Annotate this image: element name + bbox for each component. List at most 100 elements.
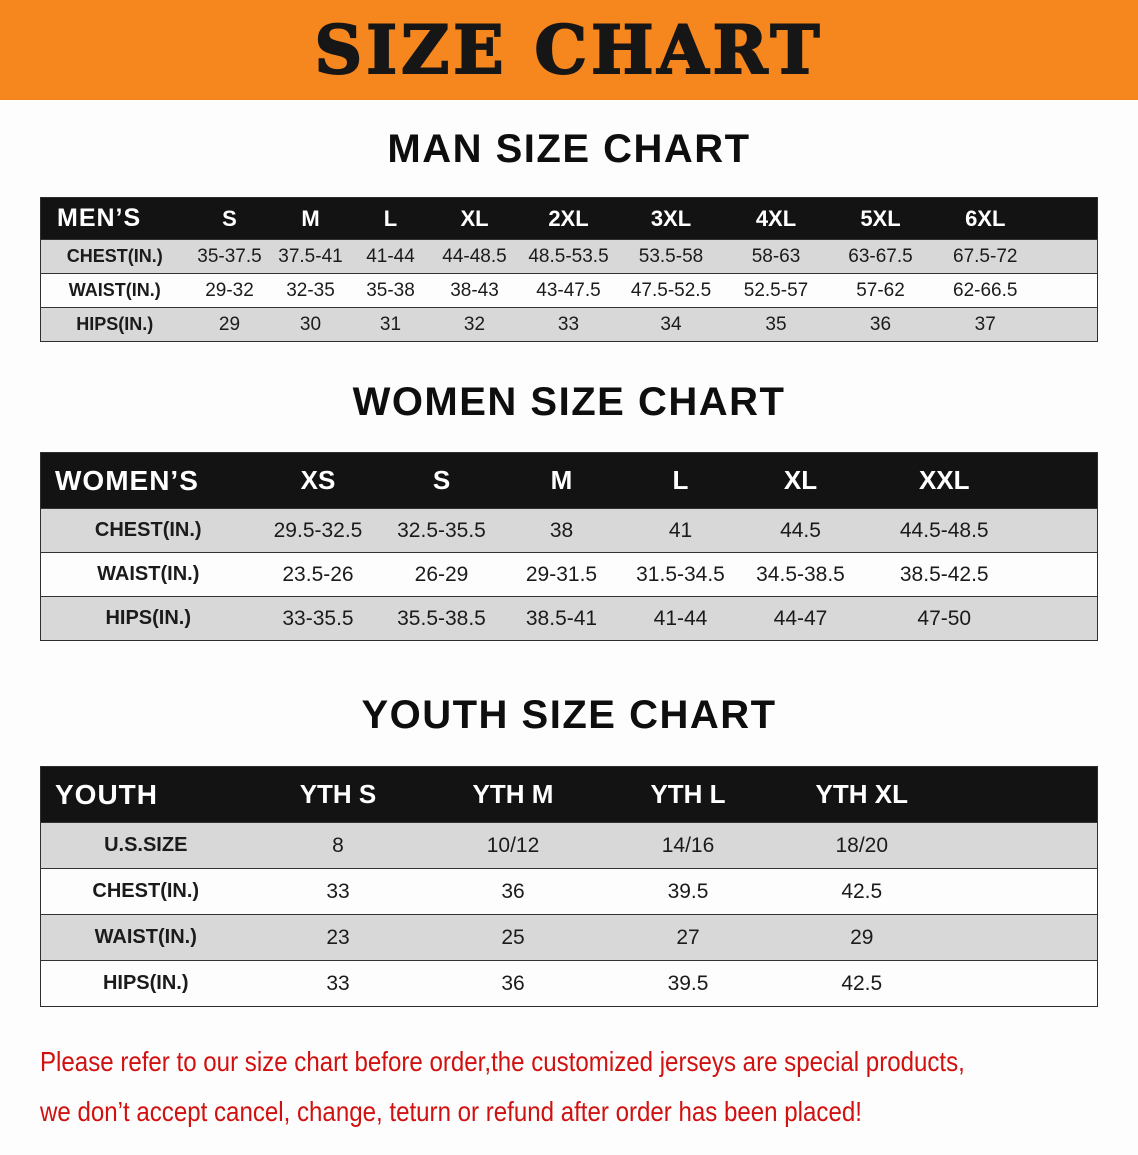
value-cell: 32-35 [286,279,335,301]
row-label-cell: HIPS(IN.) [76,314,154,334]
value-cell: 29-31.5 [525,562,598,586]
size-header-cell: YTH XL [775,766,1098,823]
row-label-cell: HIPS(IN.) [105,607,192,629]
value-cell: 58-63 [751,245,801,267]
row-label-cell: WAIST(IN.) [97,563,200,585]
value-cell: 33-35.5 [282,606,354,630]
value-cell: 48.5-53.5 [528,245,609,267]
size-chart-banner: SIZE CHART [0,0,1138,100]
table-row: HIPS(IN.) 33 36 39.5 42.5 [40,960,1098,1007]
value-cell: 42.5 [841,879,883,903]
value-cell: 35 [765,313,787,335]
row-label-cell: HIPS(IN.) [102,972,189,994]
row-label-cell: CHEST(IN.) [94,519,202,541]
value-cell: 33 [557,313,580,335]
banner-title: SIZE CHART [314,11,824,89]
table-row: U.S.SIZE 8 10/12 14/16 18/20 [40,822,1098,869]
value-cell: 18/20 [835,833,889,857]
size-header-cell: L [620,452,741,509]
value-cell: 38-43 [450,279,499,301]
value-cell: 41 [668,518,693,542]
value-cell: 41-44 [366,245,415,267]
value-cell: 36 [501,879,525,903]
value-cell: 67.5-72 [953,245,1018,267]
disclaimer: Please refer to our size chart before or… [40,1037,1138,1137]
women-section: WOMEN SIZE CHART WOMEN’S XS S M L XL XXL CHEST… [0,380,1138,641]
size-header-cell: 6XL [932,197,1098,240]
value-cell: 37.5-41 [278,245,343,267]
men-section: MAN SIZE CHART MEN’S S M L XL 2XL 3XL 4XL 5XL 6XL… [0,127,1138,342]
value-cell: 41-44 [653,606,708,630]
value-cell: 29.5-32.5 [273,518,363,542]
value-cell: 47-50 [917,606,972,630]
value-cell: 52.5-57 [743,279,809,301]
value-cell: 44-47 [773,606,828,630]
size-header-cell: 2XL [518,197,619,240]
size-header-cell: YTH S [250,766,426,823]
women-table-body: CHEST(IN.) 29.5-32.5 32.5-35.5 38 41 44.5 44.5… [40,508,1098,641]
value-cell: 34 [660,313,682,335]
row-label-cell: CHEST(IN.) [92,880,200,902]
value-cell: 31.5-34.5 [636,562,725,586]
value-cell: 38 [549,518,574,542]
value-cell: 44.5-48.5 [899,518,989,542]
size-header-cell: L [350,197,431,240]
value-cell: 25 [501,925,525,949]
size-header-cell: S [188,197,271,240]
men-size-table: MEN’S S M L XL 2XL 3XL 4XL 5XL 6XL CHEST(IN.) 35-3… [40,197,1098,342]
women-size-table: WOMEN’S XS S M L XL XXL CHEST(IN.) 29.5-32.5 32.… [40,452,1098,641]
value-cell: 47.5-52.5 [630,279,712,301]
youth-section: YOUTH SIZE CHART YOUTH YTH S YTH M YTH L YTH… [0,693,1138,1007]
size-header-cell: XXL [860,452,1098,509]
value-cell: 38.5-41 [525,606,598,630]
men-section-heading: MAN SIZE CHART [387,127,751,171]
size-header-cell: M [502,452,621,509]
value-cell: 14/16 [661,833,715,857]
table-row: HIPS(IN.) 29 30 31 32 33 34 35 36 37 [40,307,1098,342]
value-cell: 33 [326,879,350,903]
value-cell: 32 [463,313,486,335]
value-cell: 38.5-42.5 [899,562,989,586]
men-table-body: CHEST(IN.) 35-37.5 37.5-41 41-44 44-48.5 48.5… [40,239,1098,342]
value-cell: 62-66.5 [953,279,1018,301]
value-cell: 63-67.5 [848,245,913,267]
table-row: CHEST(IN.) 33 36 39.5 42.5 [40,868,1098,915]
table-category-header: MEN’S [40,197,189,240]
row-label-cell: WAIST(IN.) [68,280,161,300]
size-header-cell: YTH L [600,766,776,823]
row-label-cell: U.S.SIZE [104,834,188,856]
value-cell: 35-38 [366,279,415,301]
value-cell: 36 [501,971,525,995]
size-header-cell: XL [430,197,519,240]
value-cell: 27 [676,925,700,949]
value-cell: 39.5 [667,879,709,903]
value-cell: 29 [218,313,241,335]
value-cell: 33 [326,971,350,995]
table-row: HIPS(IN.) 33-35.5 35.5-38.5 38.5-41 41-44 44-… [40,596,1098,641]
youth-size-table: YOUTH YTH S YTH M YTH L YTH XL U.S.SIZE 8 10/1… [40,766,1098,1007]
size-header-cell: XS [255,452,381,509]
value-cell: 30 [299,313,322,335]
value-cell: 37 [974,313,996,335]
table-row: WAIST(IN.) 23 25 27 29 [40,914,1098,961]
row-label-cell: WAIST(IN.) [94,926,197,948]
value-cell: 35-37.5 [197,245,262,267]
size-header-cell: 5XL [828,197,933,240]
disclaimer-line-1: Please refer to our size chart before or… [40,1046,965,1077]
size-header-cell: YTH M [425,766,601,823]
value-cell: 44.5 [780,518,821,542]
men-header-row: MEN’S S M L XL 2XL 3XL 4XL 5XL 6XL [40,197,1098,240]
value-cell: 29 [850,925,874,949]
value-cell: 43-47.5 [536,279,601,301]
women-section-heading: WOMEN SIZE CHART [352,380,786,424]
value-cell: 42.5 [841,971,883,995]
value-cell: 35.5-38.5 [397,606,486,630]
value-cell: 8 [332,833,344,857]
women-header-row: WOMEN’S XS S M L XL XXL [40,452,1098,509]
value-cell: 36 [869,313,892,335]
value-cell: 39.5 [667,971,709,995]
table-category-header: WOMEN’S [40,452,256,509]
value-cell: 26-29 [414,562,469,586]
value-cell: 53.5-58 [638,245,704,267]
